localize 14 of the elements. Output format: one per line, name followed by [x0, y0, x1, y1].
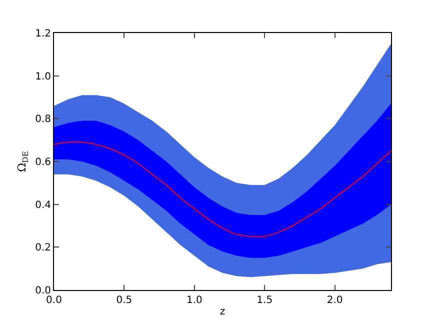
y-tick-label: 0.6	[35, 157, 51, 168]
line-series	[54, 142, 391, 238]
x-tick-label: 1.0	[186, 295, 202, 306]
y-tick-label: 1.2	[35, 28, 51, 40]
x-axis-title: z	[220, 306, 226, 318]
y-tick-label: 0.8	[35, 114, 51, 126]
x-tick-label: 0.0	[46, 295, 62, 306]
y-tick-label: 0.0	[35, 286, 51, 296]
y-tick-label: 1.0	[35, 71, 51, 82]
y-tick-label: 0.2	[35, 242, 51, 254]
x-tick-label: 0.5	[116, 295, 132, 306]
x-tick-label: 1.5	[256, 295, 273, 306]
y-tick-label: 0.4	[35, 200, 51, 211]
x-tick-label: 2.0	[326, 295, 343, 306]
